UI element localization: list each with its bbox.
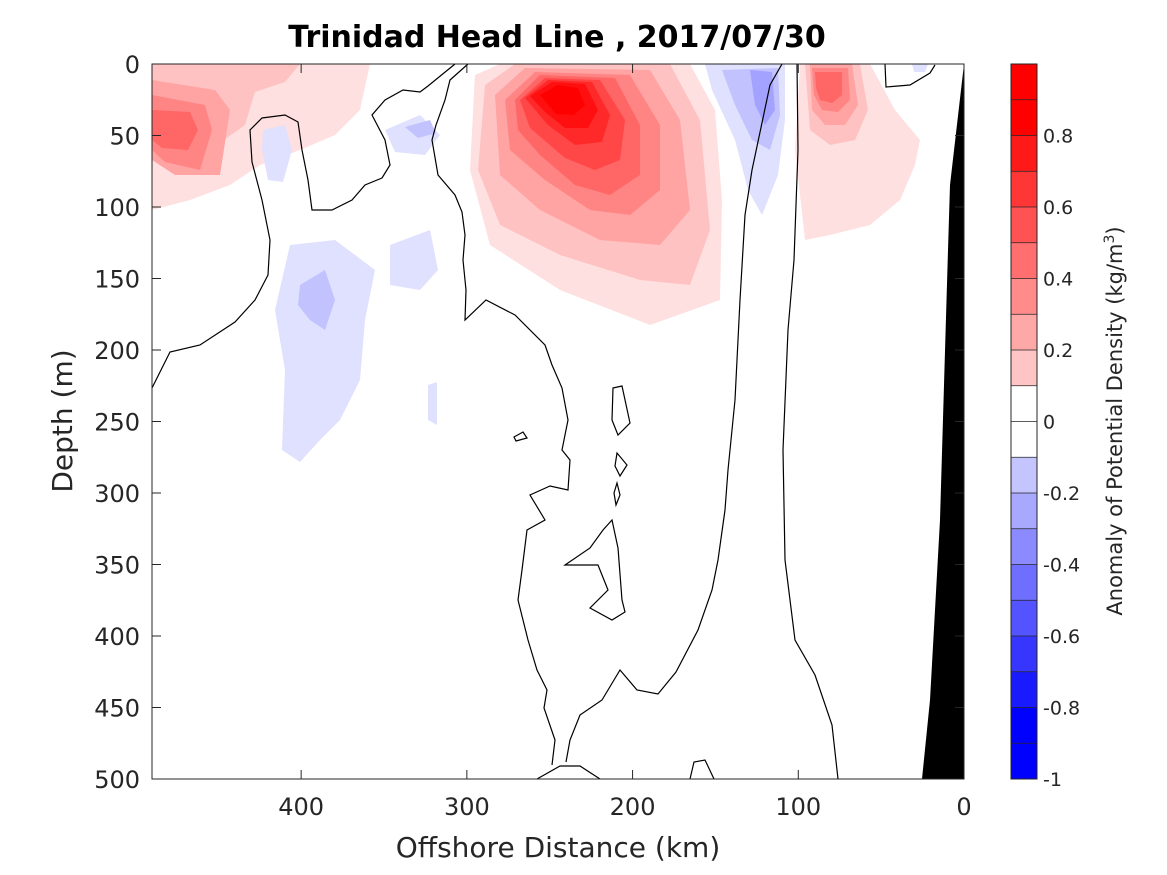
negative-anomaly-deep-0.2 <box>298 270 335 330</box>
negative-anomaly-shallow-0.2 <box>405 120 436 138</box>
x-tick-label: 100 <box>775 793 821 821</box>
y-tick-label: 250 <box>94 409 140 437</box>
x-axis-ticks: 400 300 200 100 0 <box>278 64 972 821</box>
y-axis-label: Depth (m) <box>46 349 79 492</box>
colorbar-segment <box>1011 350 1037 386</box>
zero-contour-island-2 <box>614 451 628 478</box>
zero-contour-bottom-1 <box>536 765 601 780</box>
colorbar-tick-label: -1 <box>1043 769 1062 791</box>
colorbar-tick-label: 0.6 <box>1043 197 1073 219</box>
zero-contour-bottom-2 <box>689 759 715 780</box>
x-tick-label: 200 <box>610 793 656 821</box>
colorbar-segment <box>1011 314 1037 350</box>
zero-contour-island-1 <box>611 385 631 437</box>
colorbar-segment <box>1011 207 1037 243</box>
zero-contour-line-4 <box>782 63 839 780</box>
colorbar-segment <box>1011 135 1037 172</box>
negative-anomaly-patch-mid <box>390 230 438 290</box>
colorbar-tick-label: -0.8 <box>1043 698 1080 720</box>
y-tick-label: 50 <box>109 123 140 151</box>
zero-contour-line-2 <box>431 63 571 766</box>
colorbar-tick-label: -0.2 <box>1043 483 1080 505</box>
zero-contour-island-3 <box>613 480 621 508</box>
colorbar-segment <box>1011 564 1037 601</box>
colorbar-frame <box>1010 63 1038 780</box>
negative-anomaly-patch-small <box>428 382 437 425</box>
y-tick-label: 450 <box>94 695 140 723</box>
colorbar-segment <box>1011 493 1037 529</box>
colorbar-segment <box>1011 528 1037 565</box>
colorbar-tick-label: 0.2 <box>1043 340 1073 362</box>
land-mask <box>922 64 964 779</box>
negative-anomaly-patch-surface <box>912 64 928 72</box>
y-tick-label: 200 <box>94 337 140 365</box>
colorbar-segment <box>1011 64 1037 100</box>
negative-anomaly-patch-left <box>262 125 292 182</box>
colorbar-tick-label: 0.8 <box>1043 126 1073 148</box>
x-tick-label: 400 <box>278 793 324 821</box>
y-tick-label: 0 <box>125 51 140 79</box>
colorbar-tick-label: 0 <box>1043 412 1055 434</box>
y-axis-ticks: 0 50 100 150 200 250 300 350 400 450 500 <box>94 51 964 794</box>
colorbar-label-superscript: 3 <box>1102 235 1118 244</box>
x-tick-label: 0 <box>956 793 971 821</box>
colorbar-segment <box>1011 99 1037 136</box>
x-axis-label: Offshore Distance (km) <box>396 831 721 864</box>
colorbar-segment <box>1011 671 1037 708</box>
y-tick-label: 150 <box>94 266 140 294</box>
colorbar-segment <box>1011 385 1037 422</box>
colorbar: -1 -0.8 -0.6 -0.4 -0.2 0 0.2 0.4 0.6 0.8 <box>1010 63 1080 791</box>
y-tick-label: 400 <box>94 623 140 651</box>
zero-contour-island-4 <box>563 518 626 621</box>
colorbar-tick-label: 0.4 <box>1043 269 1073 291</box>
colorbar-tick-label: -0.4 <box>1043 555 1080 577</box>
positive-anomaly-far-offshore-0.5 <box>152 110 198 150</box>
positive-anomaly-core-0.9 <box>540 85 585 115</box>
colorbar-segment <box>1011 636 1037 672</box>
colorbar-segment <box>1011 707 1037 744</box>
colorbar-segment <box>1011 457 1037 493</box>
y-tick-label: 500 <box>94 766 140 794</box>
y-tick-label: 300 <box>94 480 140 508</box>
colorbar-segment <box>1011 600 1037 636</box>
zero-contour-island-5 <box>513 431 528 442</box>
zero-contour-line-1 <box>151 63 456 389</box>
colorbar-segment <box>1011 242 1037 279</box>
positive-anomaly-regions <box>152 64 920 325</box>
zero-contour-lines <box>151 63 936 780</box>
negative-anomaly-regions <box>262 64 928 462</box>
zero-contour-line-3 <box>565 63 783 763</box>
colorbar-segment <box>1011 421 1037 458</box>
positive-anomaly-coastal-0.5 <box>815 72 842 103</box>
zero-contour-line-5 <box>884 63 936 88</box>
colorbar-label: Anomaly of Potential Density (kg/m3) <box>1102 226 1127 615</box>
y-tick-label: 100 <box>94 194 140 222</box>
colorbar-tick-label: -0.6 <box>1043 626 1080 648</box>
colorbar-segment <box>1011 278 1037 315</box>
chart-title: Trinidad Head Line , 2017/07/30 <box>288 20 825 55</box>
y-tick-label: 350 <box>94 552 140 580</box>
x-tick-label: 300 <box>444 793 490 821</box>
negative-anomaly-coastal-0.3 <box>750 70 775 125</box>
plot-area: 400 300 200 100 0 0 50 100 150 200 250 300 350 400 45… <box>94 51 971 821</box>
colorbar-segment <box>1011 743 1037 779</box>
colorbar-segment <box>1011 171 1037 207</box>
